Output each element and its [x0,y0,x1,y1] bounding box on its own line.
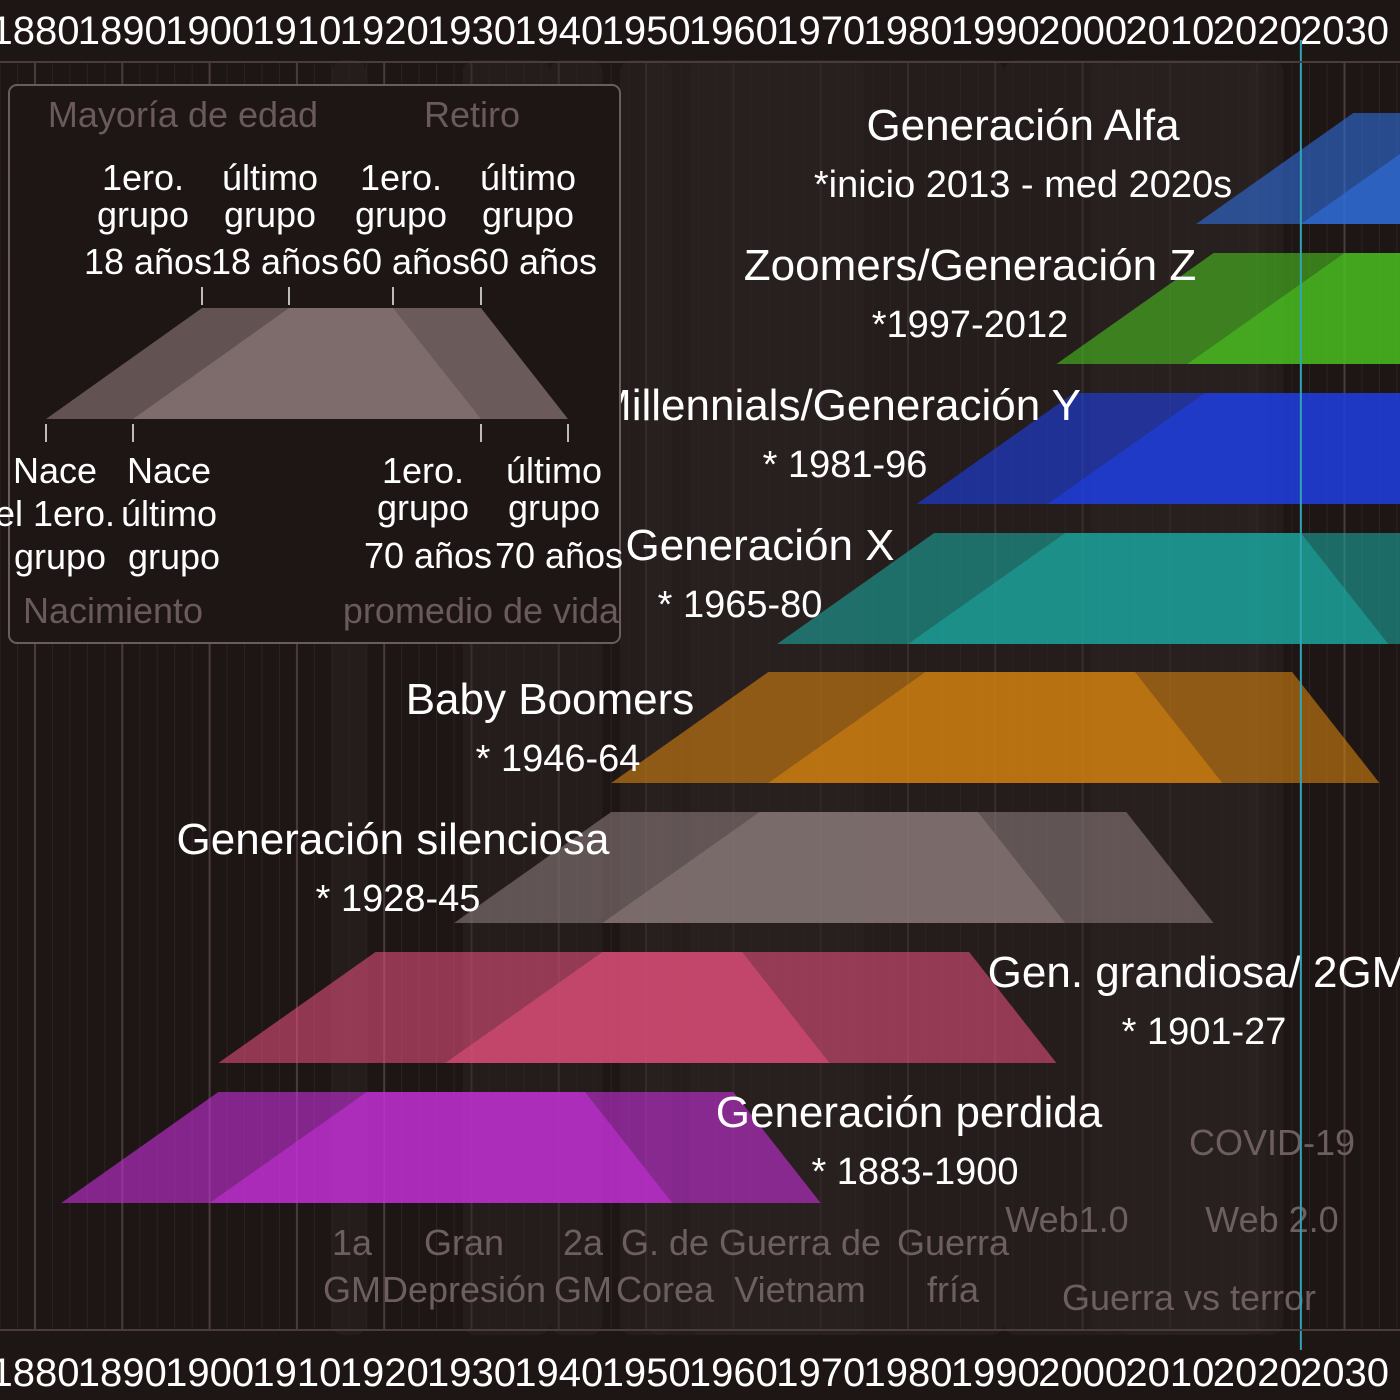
year-tick-label: 1990 [951,1351,1040,1395]
year-tick-label: 1970 [776,9,865,53]
event-label: Web1.0 [1005,1199,1128,1240]
legend-top-label: 1ero. grupo 18 años [84,157,212,282]
generation-bands: Generación Alfa *inicio 2013 - med 2020s Z… [61,101,1400,1203]
year-tick-label: 2030 [1300,9,1389,53]
year-tick-label: 2020 [1213,9,1302,53]
generation-name: Baby Boomers [406,675,695,724]
legend-top-label: 1ero. grupo 60 años [342,157,470,282]
year-tick-label: 1910 [252,1351,341,1395]
generation-name: Generación silenciosa [177,815,610,864]
year-tick-label: 1970 [776,1351,865,1395]
year-tick-label: 1890 [78,1351,167,1395]
year-tick-label: 1990 [951,9,1040,53]
legend-top-label: último grupo 18 años [211,157,339,282]
generation-band-last [209,1092,821,1203]
generation-name: Gen. grandiosa/ 2GM [988,948,1400,997]
legend-header-lifespan: promedio de vida [343,590,620,631]
year-tick-label: 1940 [514,9,603,53]
event-label: 1a GM [323,1222,381,1310]
generation-years: * 1901-27 [1122,1011,1287,1053]
event-label: Guerra vs terror [1062,1277,1316,1318]
generation-name: Generación X [625,521,894,570]
legend-box: Mayoría de edad Retiro Nacimiento promed… [0,84,623,644]
generation-years: * 1965-80 [658,584,823,626]
year-tick-label: 2000 [1038,9,1127,53]
generation-band-last [908,533,1400,644]
legend-header-birth: Nacimiento [23,590,203,631]
year-tick-label: 1980 [864,1351,953,1395]
year-axis-top: 1880189019001910192019301940195019601970… [0,9,1400,63]
generation-years: *1997-2012 [872,304,1069,346]
legend-top-labels: 1ero. grupo 18 años último grupo 18 años… [84,157,597,282]
legend-bottom-labels: Nace el 1ero. grupo Nace último grupo 1e… [0,450,623,577]
generation-band-last [602,812,1214,923]
year-tick-label: 1900 [165,9,254,53]
year-tick-label: 1920 [340,1351,429,1395]
event-label: Guerra de Vietnam [719,1222,881,1310]
event-label: G. de Corea [616,1222,715,1310]
year-tick-label: 1900 [165,1351,254,1395]
year-tick-label: 1880 [0,1351,79,1395]
year-axis-bottom: 1880189019001910192019301940195019601970… [0,1329,1400,1395]
event-label: COVID-19 [1189,1122,1355,1163]
generation-band-last [768,672,1380,783]
generation-name: Generación Alfa [866,101,1180,150]
generation-band-last [445,952,1057,1063]
legend-bottom-label: 1ero. grupo 70 años [364,450,492,576]
legend-bottom-label: Nace el 1ero. grupo [0,450,125,577]
generation-band-last [1187,253,1400,364]
year-tick-label: 1980 [864,9,953,53]
generation-name: Generación perdida [716,1088,1103,1137]
legend-band-last-cohort [133,308,568,419]
year-tick-label: 1920 [340,9,429,53]
year-tick-label: 1960 [689,9,778,53]
year-tick-label: 2010 [1125,9,1214,53]
generation-name: Zoomers/Generación Z [744,241,1196,290]
generation-years: * 1928-45 [316,878,481,920]
generation-years: *inicio 2013 - med 2020s [814,164,1232,206]
generation-years: * 1946-64 [476,738,641,780]
event-label: Web 2.0 [1205,1199,1338,1240]
generation-years: * 1981-96 [763,444,928,486]
event-label: 2a GM [554,1222,612,1310]
generation-years: * 1883-1900 [811,1151,1018,1193]
legend-bottom-label: Nace último grupo [121,450,227,577]
generation-name: Millennials/Generación Y [595,381,1081,430]
year-tick-label: 1930 [427,1351,516,1395]
year-tick-label: 1950 [602,1351,691,1395]
legend-header-retirement: Retiro [424,94,520,135]
year-tick-label: 1960 [689,1351,778,1395]
legend-bottom-label: último grupo 70 años [495,450,623,576]
year-tick-label: 1880 [0,9,79,53]
year-tick-label: 1910 [252,9,341,53]
year-tick-label: 1930 [427,9,516,53]
generation-band-last [1047,393,1400,504]
year-tick-label: 2030 [1300,1351,1389,1395]
event-label: Guerra fría [897,1222,1010,1310]
year-tick-label: 2020 [1213,1351,1302,1395]
year-tick-label: 1950 [602,9,691,53]
year-tick-label: 1890 [78,9,167,53]
generation-band-last [1300,153,1400,224]
year-tick-label: 2010 [1125,1351,1214,1395]
legend-header-majority: Mayoría de edad [48,94,318,135]
legend-top-label: último grupo 60 años [469,157,597,282]
legend-ticks [45,287,569,442]
year-tick-label: 2000 [1038,1351,1127,1395]
year-tick-label: 1940 [514,1351,603,1395]
event-label: Gran Depresión [382,1222,546,1310]
